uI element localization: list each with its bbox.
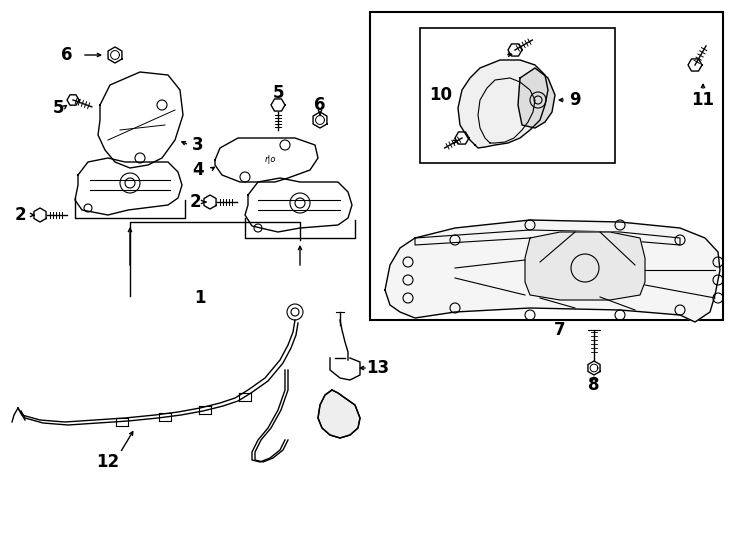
Text: 9: 9 bbox=[569, 91, 581, 109]
Polygon shape bbox=[518, 68, 555, 128]
Text: 7: 7 bbox=[554, 321, 566, 339]
Text: r|o: r|o bbox=[264, 155, 276, 164]
Text: 6: 6 bbox=[61, 46, 73, 64]
Polygon shape bbox=[318, 390, 360, 438]
Text: 10: 10 bbox=[429, 86, 452, 104]
Text: 4: 4 bbox=[192, 161, 204, 179]
Text: 2: 2 bbox=[14, 206, 26, 224]
Text: 3: 3 bbox=[192, 136, 204, 154]
Text: 1: 1 bbox=[195, 289, 206, 307]
Text: 11: 11 bbox=[691, 91, 714, 109]
Polygon shape bbox=[525, 232, 645, 300]
Text: 5: 5 bbox=[52, 99, 64, 117]
Text: 6: 6 bbox=[314, 96, 326, 114]
Text: 8: 8 bbox=[588, 376, 600, 394]
Polygon shape bbox=[385, 220, 720, 322]
Text: 5: 5 bbox=[272, 84, 284, 102]
Bar bbox=[370, 12, 723, 320]
Text: 12: 12 bbox=[96, 453, 120, 471]
Text: 2: 2 bbox=[189, 193, 201, 211]
Polygon shape bbox=[458, 60, 548, 148]
Bar bbox=[420, 28, 615, 163]
Text: 13: 13 bbox=[366, 359, 390, 377]
